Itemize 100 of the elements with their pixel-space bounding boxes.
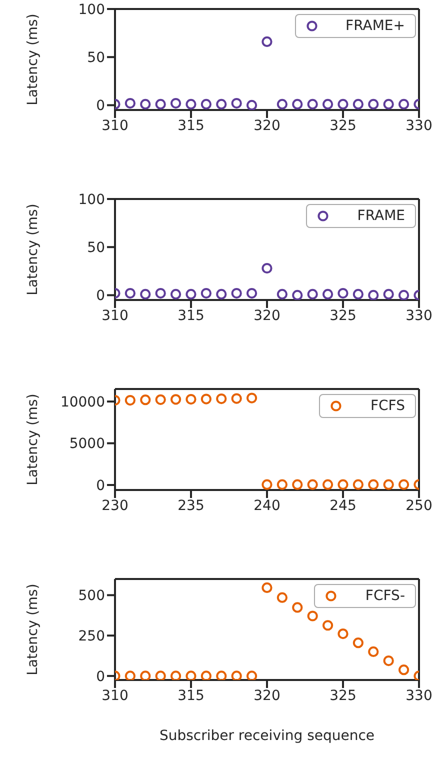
point bbox=[155, 288, 166, 299]
y-tick-label: 100 bbox=[78, 2, 105, 18]
point bbox=[322, 479, 334, 490]
point bbox=[276, 288, 288, 300]
point bbox=[186, 288, 196, 300]
point bbox=[216, 670, 227, 680]
x-tick-label: 320 bbox=[254, 118, 280, 134]
y-axis-title: Latency (ms) bbox=[24, 584, 41, 676]
point bbox=[231, 670, 242, 680]
point bbox=[383, 98, 394, 110]
point bbox=[398, 290, 410, 300]
point bbox=[155, 670, 166, 680]
x-tick-label: 320 bbox=[254, 688, 280, 704]
point bbox=[140, 288, 151, 300]
x-axis-title: Subscriber receiving sequence bbox=[159, 728, 375, 744]
y-axis-title: Latency (ms) bbox=[24, 394, 41, 486]
point bbox=[352, 288, 364, 300]
point bbox=[338, 288, 348, 299]
point bbox=[292, 479, 303, 490]
point bbox=[307, 479, 318, 490]
point bbox=[246, 100, 258, 110]
point bbox=[352, 479, 364, 490]
point bbox=[307, 288, 318, 300]
point bbox=[276, 592, 288, 603]
point bbox=[140, 98, 151, 110]
point bbox=[352, 98, 364, 110]
point bbox=[368, 646, 379, 658]
y-tick-label: 100 bbox=[78, 192, 105, 208]
x-tick-label: 315 bbox=[178, 688, 204, 704]
point bbox=[231, 98, 242, 109]
point bbox=[398, 98, 410, 110]
point bbox=[338, 628, 348, 640]
point bbox=[262, 36, 272, 48]
y-tick-label: 0 bbox=[96, 288, 105, 304]
point bbox=[262, 262, 272, 274]
point bbox=[170, 288, 182, 300]
point bbox=[276, 98, 288, 110]
point bbox=[186, 394, 196, 405]
point bbox=[140, 394, 151, 406]
point bbox=[170, 394, 182, 405]
legend-label: FCFS- bbox=[365, 588, 405, 604]
x-tick-label: 325 bbox=[330, 688, 356, 704]
x-tick-label: 245 bbox=[330, 498, 356, 514]
point bbox=[200, 288, 212, 299]
x-tick-label: 240 bbox=[254, 498, 280, 514]
point bbox=[200, 98, 212, 110]
point bbox=[262, 479, 272, 490]
point bbox=[368, 98, 379, 110]
x-tick-label: 325 bbox=[330, 308, 356, 324]
x-tick-label: 310 bbox=[102, 688, 128, 704]
y-axis-title: Latency (ms) bbox=[24, 204, 41, 296]
y-tick-label: 500 bbox=[78, 588, 105, 604]
point bbox=[231, 393, 242, 404]
point bbox=[292, 602, 303, 613]
y-tick-label: 250 bbox=[78, 628, 105, 645]
point bbox=[398, 479, 410, 490]
x-tick-label: 330 bbox=[406, 308, 432, 324]
y-axis-title: Latency (ms) bbox=[24, 14, 41, 106]
point bbox=[292, 98, 303, 110]
x-tick-label: 315 bbox=[178, 118, 204, 134]
x-tick-label: 330 bbox=[406, 688, 432, 704]
point bbox=[383, 288, 394, 300]
point bbox=[140, 670, 151, 680]
point bbox=[124, 394, 136, 406]
y-tick-label: 50 bbox=[87, 50, 105, 66]
point bbox=[216, 288, 227, 300]
x-tick-label: 310 bbox=[102, 118, 128, 134]
point bbox=[155, 98, 166, 110]
point bbox=[231, 288, 242, 299]
point bbox=[170, 98, 182, 109]
point bbox=[368, 290, 379, 300]
point bbox=[246, 392, 258, 404]
point bbox=[398, 664, 410, 676]
y-tick-label: 5000 bbox=[69, 436, 105, 452]
point bbox=[307, 610, 318, 622]
point bbox=[322, 288, 334, 300]
y-tick-label: 50 bbox=[87, 240, 105, 256]
point bbox=[307, 98, 318, 110]
point bbox=[322, 620, 334, 631]
x-tick-label: 230 bbox=[102, 498, 128, 514]
point bbox=[124, 288, 136, 299]
x-tick-label: 250 bbox=[406, 498, 432, 514]
legend-label: FRAME+ bbox=[346, 18, 405, 34]
y-tick-label: 0 bbox=[96, 668, 105, 685]
point bbox=[368, 479, 379, 490]
x-tick-label: 315 bbox=[178, 308, 204, 324]
x-tick-label: 235 bbox=[178, 498, 204, 514]
point bbox=[292, 290, 303, 300]
x-tick-label: 325 bbox=[330, 118, 356, 134]
point bbox=[352, 638, 364, 648]
point bbox=[383, 479, 394, 490]
point bbox=[338, 479, 348, 490]
legend-label: FCFS bbox=[370, 398, 405, 414]
point bbox=[246, 288, 258, 299]
point bbox=[200, 670, 212, 680]
point bbox=[216, 393, 227, 404]
x-tick-label: 310 bbox=[102, 308, 128, 324]
point bbox=[170, 670, 182, 680]
point bbox=[338, 98, 348, 110]
point bbox=[186, 98, 196, 110]
